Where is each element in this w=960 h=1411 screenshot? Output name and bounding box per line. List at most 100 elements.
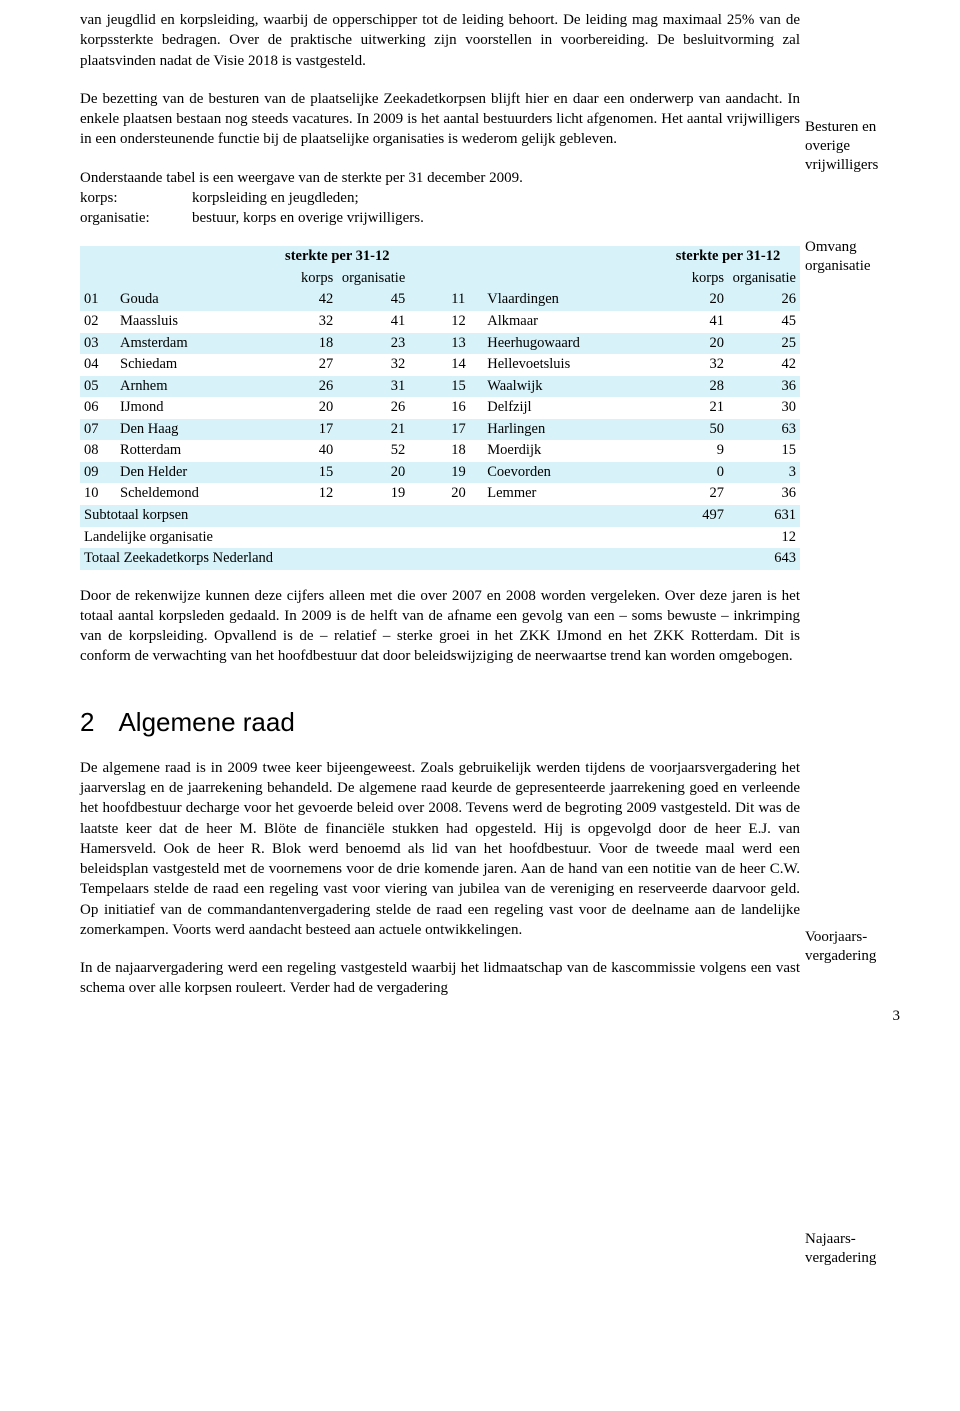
sterkte-table: sterkte per 31-12 sterkte per 31-12 korp…	[80, 246, 800, 569]
table-cell: 16	[447, 397, 483, 419]
table-row: 07Den Haag172117Harlingen5063	[80, 419, 800, 441]
table-cell: 12	[447, 311, 483, 333]
page-number: 3	[893, 1006, 901, 1026]
table-row: 02Maassluis324112Alkmaar4145	[80, 311, 800, 333]
table-cell: 05	[80, 376, 116, 398]
table-cell: 9	[656, 440, 728, 462]
section2-paragraph-2: In de najaarvergadering werd een regelin…	[80, 958, 800, 999]
landelijke-label: Landelijke organisatie	[80, 527, 409, 549]
table-row: 09Den Helder152019Coevorden03	[80, 462, 800, 484]
table-cell: 42	[265, 289, 337, 311]
table-cell: Amsterdam	[116, 333, 265, 355]
table-cell: 42	[728, 354, 800, 376]
table-cell: 03	[80, 333, 116, 355]
col-group-left: sterkte per 31-12	[265, 246, 409, 268]
table-row: 03Amsterdam182313Heerhugowaard2025	[80, 333, 800, 355]
paragraph-intro-2: De bezetting van de besturen van de plaa…	[80, 89, 800, 150]
table-cell: 26	[728, 289, 800, 311]
table-cell: Alkmaar	[483, 311, 656, 333]
table-cell: 28	[656, 376, 728, 398]
table-cell: Den Haag	[116, 419, 265, 441]
margin-note-voorjaars: Voorjaars-vergadering	[805, 928, 920, 966]
table-cell	[409, 419, 447, 441]
table-cell: 06	[80, 397, 116, 419]
table-cell: 12	[265, 483, 337, 505]
table-cell: 10	[80, 483, 116, 505]
table-cell: 27	[656, 483, 728, 505]
subtotal-label: Subtotaal korpsen	[80, 505, 409, 527]
table-cell: Harlingen	[483, 419, 656, 441]
subtotal-org: 631	[728, 505, 800, 527]
table-cell: Scheldemond	[116, 483, 265, 505]
table-cell: 15	[728, 440, 800, 462]
table-cell: 17	[265, 419, 337, 441]
table-cell: 36	[728, 376, 800, 398]
table-cell: Moerdijk	[483, 440, 656, 462]
table-cell: Coevorden	[483, 462, 656, 484]
total-org: 643	[728, 548, 800, 570]
table-cell	[409, 289, 447, 311]
table-cell: Waalwijk	[483, 376, 656, 398]
table-row: 05Arnhem263115Waalwijk2836	[80, 376, 800, 398]
table-row: 01Gouda424511Vlaardingen2026	[80, 289, 800, 311]
table-cell: 32	[656, 354, 728, 376]
paragraph-intro-3: Onderstaande tabel is een weergave van d…	[80, 168, 800, 229]
table-cell: IJmond	[116, 397, 265, 419]
table-cell: 01	[80, 289, 116, 311]
table-cell: 30	[728, 397, 800, 419]
intro-lead: Onderstaande tabel is een weergave van d…	[80, 170, 523, 186]
table-cell: 52	[337, 440, 409, 462]
table-cell: 32	[265, 311, 337, 333]
table-cell: 50	[656, 419, 728, 441]
table-cell	[409, 354, 447, 376]
table-cell: Delfzijl	[483, 397, 656, 419]
table-cell: 07	[80, 419, 116, 441]
table-cell: 25	[728, 333, 800, 355]
table-row: 06IJmond202616Delfzijl2130	[80, 397, 800, 419]
paragraph-intro-1: van jeugdlid en korpsleiding, waarbij de…	[80, 10, 800, 71]
table-cell: 45	[728, 311, 800, 333]
table-cell: Maassluis	[116, 311, 265, 333]
table-cell: 41	[337, 311, 409, 333]
table-cell: 32	[337, 354, 409, 376]
section-number: 2	[80, 705, 94, 740]
table-cell: Rotterdam	[116, 440, 265, 462]
table-cell: 45	[337, 289, 409, 311]
col-group-right: sterkte per 31-12	[656, 246, 800, 268]
table-cell: 20	[337, 462, 409, 484]
col-korps-left: korps	[265, 268, 337, 290]
table-cell: Gouda	[116, 289, 265, 311]
table-cell: 20	[265, 397, 337, 419]
table-cell: 15	[265, 462, 337, 484]
table-cell	[409, 462, 447, 484]
def-term-korps: korps:	[80, 188, 192, 208]
table-row: 04Schiedam273214Hellevoetsluis3242	[80, 354, 800, 376]
landelijke-org: 12	[728, 527, 800, 549]
table-cell: 26	[265, 376, 337, 398]
table-cell: Den Helder	[116, 462, 265, 484]
table-cell: 3	[728, 462, 800, 484]
table-cell	[409, 333, 447, 355]
def-term-organisatie: organisatie:	[80, 208, 192, 228]
table-cell: Lemmer	[483, 483, 656, 505]
margin-note-besturen: Besturen en overige vrijwilligers	[805, 118, 920, 174]
col-org-right: organisatie	[728, 268, 800, 290]
table-cell: 20	[656, 333, 728, 355]
table-row: 10Scheldemond1219 20Lemmer2736	[80, 483, 800, 505]
table-cell: 20	[447, 483, 483, 505]
table-cell: 27	[265, 354, 337, 376]
table-cell: 19	[337, 483, 409, 505]
table-cell: 18	[447, 440, 483, 462]
section-heading-2: 2 Algemene raad	[80, 705, 900, 740]
table-cell: 20	[656, 289, 728, 311]
section2-paragraph-1: De algemene raad is in 2009 twee keer bi…	[80, 758, 800, 940]
table-cell: 41	[656, 311, 728, 333]
def-desc-organisatie: bestuur, korps en overige vrijwilligers.	[192, 208, 800, 228]
table-cell: 36	[728, 483, 800, 505]
table-cell: 21	[337, 419, 409, 441]
table-cell	[409, 483, 447, 505]
table-cell: Heerhugowaard	[483, 333, 656, 355]
subtotal-korps: 497	[656, 505, 728, 527]
table-cell	[409, 397, 447, 419]
table-cell: 15	[447, 376, 483, 398]
